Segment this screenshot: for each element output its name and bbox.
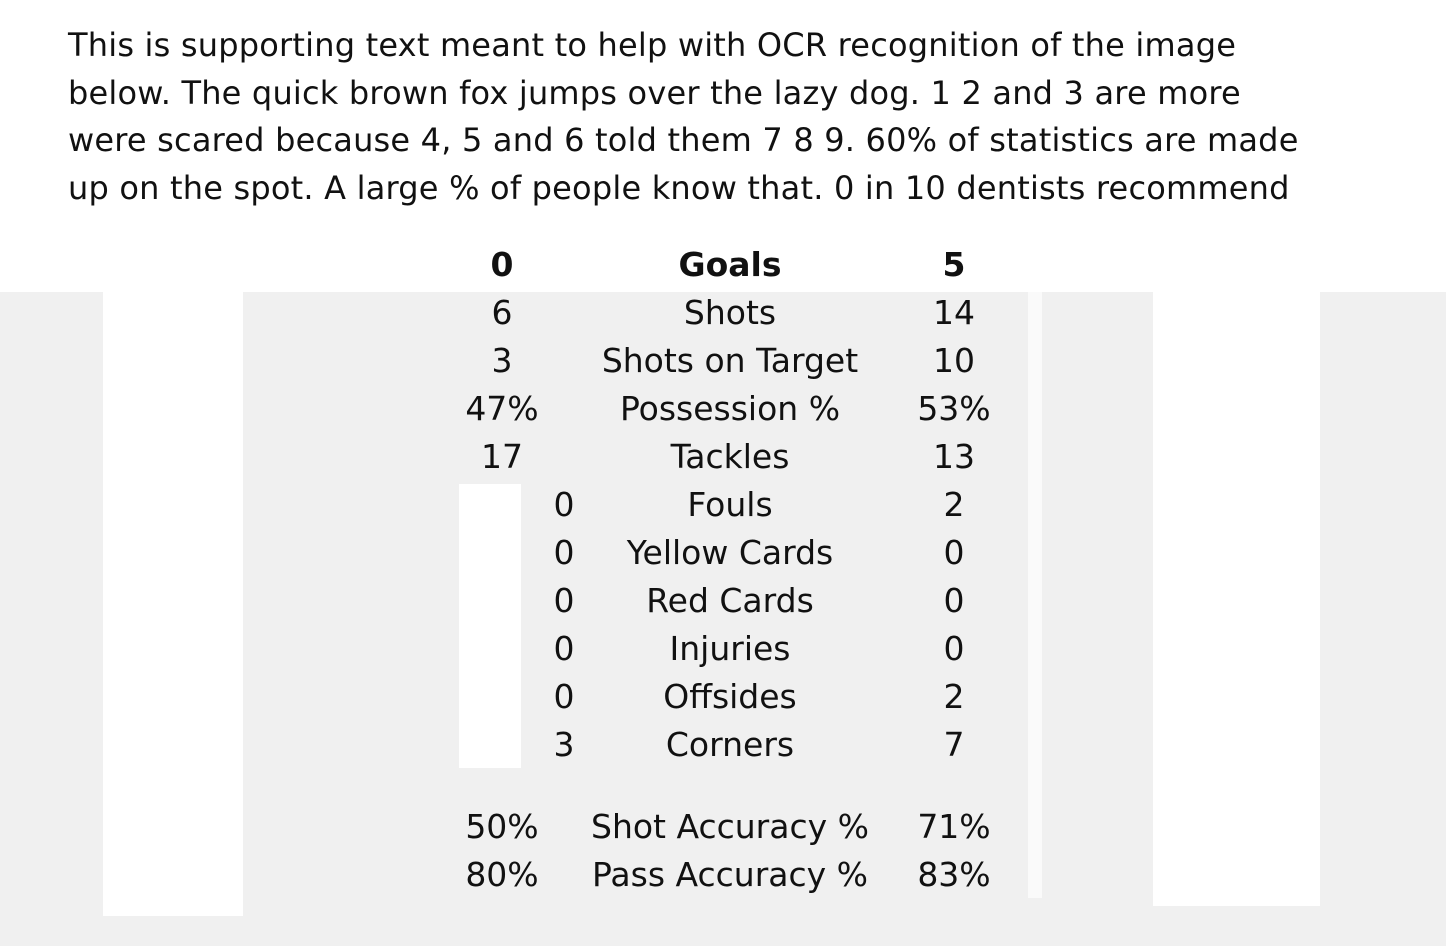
away-value: 0: [943, 581, 965, 620]
stat-label: Red Cards: [646, 581, 814, 620]
away-value: 5: [942, 245, 966, 284]
home-value: 0: [553, 533, 575, 572]
away-value: 2: [943, 485, 965, 524]
right-panel: [1153, 240, 1320, 906]
away-value: 13: [933, 437, 975, 476]
stat-label: Possession %: [619, 389, 841, 428]
intro-line: were scared because 4, 5 and 6 told them…: [68, 121, 1299, 159]
stat-label: Corners: [665, 725, 795, 764]
away-value: 10: [933, 341, 975, 380]
home-value: 0: [553, 581, 575, 620]
supporting-text: This is supporting text meant to help wi…: [68, 22, 1408, 212]
intro-line: below. The quick brown fox jumps over th…: [68, 73, 1241, 112]
stat-label: Yellow Cards: [626, 533, 834, 572]
home-crest-box: [459, 484, 521, 768]
stat-label: Tackles: [670, 437, 790, 476]
stat-label: Shots on Target: [601, 341, 859, 380]
home-value: 50%: [465, 807, 539, 846]
away-value: 7: [943, 725, 965, 764]
away-value: 83%: [917, 855, 991, 894]
away-value: 53%: [917, 389, 991, 428]
home-value: 0: [553, 629, 575, 668]
stat-label: Fouls: [687, 485, 773, 524]
home-value: 17: [481, 437, 523, 476]
stat-label: Goals: [678, 245, 782, 284]
home-value: 47%: [465, 389, 539, 428]
away-value: 0: [943, 533, 965, 572]
away-value: 14: [933, 293, 975, 332]
left-panel: [103, 240, 243, 916]
away-value: 71%: [917, 807, 991, 846]
home-value: 0: [490, 245, 514, 284]
home-value: 6: [491, 293, 513, 332]
home-value: 0: [553, 677, 575, 716]
home-value: 80%: [465, 855, 539, 894]
intro-line: up on the spot. A large % of people know…: [68, 168, 1290, 207]
away-value: 2: [943, 677, 965, 716]
home-value: 3: [491, 341, 513, 380]
stat-label: Shots: [683, 293, 777, 332]
stat-label: Injuries: [669, 629, 791, 668]
home-value: 0: [553, 485, 575, 524]
stat-label: Shot Accuracy %: [591, 807, 869, 846]
home-value: 3: [553, 725, 575, 764]
stat-label: Offsides: [663, 677, 797, 716]
stat-label: Pass Accuracy %: [591, 855, 869, 894]
right-divider-panel: [1028, 292, 1042, 898]
intro-line: This is supporting text meant to help wi…: [68, 26, 1237, 64]
away-value: 0: [943, 629, 965, 668]
